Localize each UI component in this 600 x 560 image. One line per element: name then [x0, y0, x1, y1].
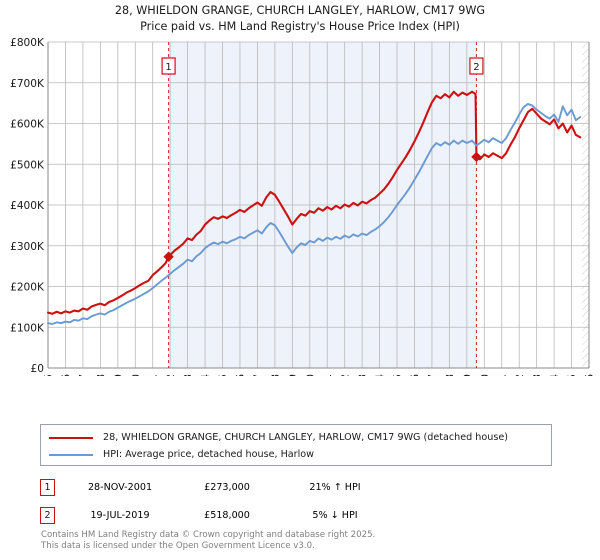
svg-text:2003: 2003 [183, 374, 195, 376]
transaction-date: 19-JUL-2019 [90, 509, 150, 521]
y-axis-tick-labels: £0 £100K £200K £300K £400K £500K £600K £700K £80… [10, 37, 45, 375]
svg-text:1999: 1999 [113, 374, 125, 376]
svg-text:2004: 2004 [200, 374, 212, 376]
svg-text:£800K: £800K [10, 37, 45, 49]
page-title: 28, WHIELDON GRANGE, CHURCH LANGLEY, HAR… [0, 3, 600, 35]
status-badge: 1 [40, 478, 55, 496]
title-line-secondary: Price paid vs. HM Land Registry's House … [140, 20, 460, 33]
svg-text:2025: 2025 [567, 374, 579, 376]
svg-text:2001: 2001 [148, 374, 160, 376]
line-swatch-icon [49, 436, 93, 439]
svg-text:£100K: £100K [10, 322, 45, 334]
line-swatch-icon [49, 453, 93, 456]
svg-text:2012: 2012 [340, 374, 352, 376]
svg-text:2008: 2008 [270, 374, 282, 376]
svg-text:2026: 2026 [584, 374, 596, 376]
transaction-hpi-delta: 21% ↑ HPI [309, 481, 361, 493]
svg-text:2017: 2017 [427, 374, 439, 376]
svg-text:1996: 1996 [60, 374, 72, 376]
svg-text:2019: 2019 [462, 374, 474, 376]
svg-text:1: 1 [165, 62, 171, 73]
legend-item-property: 28, WHIELDON GRANGE, CHURCH LANGLEY, HAR… [41, 429, 551, 446]
svg-text:£0: £0 [31, 363, 45, 375]
svg-text:2022: 2022 [514, 374, 526, 376]
svg-text:2011: 2011 [322, 374, 334, 376]
svg-text:2013: 2013 [357, 374, 369, 376]
chart-series-lines [46, 90, 582, 325]
footer-line-2: This data is licensed under the Open Gov… [41, 540, 315, 551]
svg-text:2024: 2024 [549, 374, 561, 376]
price-history-line-chart: £0 £100K £200K £300K £400K £500K £600K £700K £80… [10, 37, 596, 376]
sale-point-markers [163, 151, 482, 262]
transaction-date: 28-NOV-2001 [87, 481, 153, 493]
svg-text:2015: 2015 [392, 374, 404, 376]
svg-text:2016: 2016 [409, 374, 421, 376]
svg-text:2: 2 [473, 62, 479, 73]
svg-text:1997: 1997 [78, 374, 90, 376]
footer-line-1: Contains HM Land Registry data © Crown c… [41, 530, 376, 540]
svg-text:£700K: £700K [10, 78, 45, 90]
table-row: 1 28-NOV-2001 £273,000 21% ↑ HPI [40, 473, 560, 501]
svg-text:£500K: £500K [10, 159, 45, 171]
table-row: 2 19-JUL-2019 £518,000 5% ↓ HPI [40, 501, 560, 529]
transaction-hpi-delta: 5% ↓ HPI [312, 509, 358, 521]
copyright-footer: Contains HM Land Registry data © Crown c… [41, 530, 581, 551]
chart-legend: 28, WHIELDON GRANGE, CHURCH LANGLEY, HAR… [40, 424, 552, 466]
legend-label-property: 28, WHIELDON GRANGE, CHURCH LANGLEY, HAR… [103, 432, 508, 443]
svg-text:£400K: £400K [10, 200, 45, 212]
transaction-list: 1 28-NOV-2001 £273,000 21% ↑ HPI 2 19-JU… [40, 473, 560, 529]
x-axis-tick-labels: 1995 1996 1997 1998 1999 2000 2001 2002 2003 2004… [43, 374, 596, 376]
svg-text:2014: 2014 [375, 374, 387, 376]
chart-plot-area: £0 £100K £200K £300K £400K £500K £600K £700K £80… [0, 36, 600, 376]
transaction-price: £518,000 [204, 509, 250, 521]
svg-text:2020: 2020 [479, 374, 491, 376]
svg-text:2007: 2007 [252, 374, 264, 376]
svg-text:2005: 2005 [218, 374, 230, 376]
svg-text:2010: 2010 [305, 374, 317, 376]
svg-text:2018: 2018 [444, 374, 456, 376]
svg-text:2006: 2006 [235, 374, 247, 376]
svg-text:2000: 2000 [130, 374, 142, 376]
svg-text:1998: 1998 [95, 374, 107, 376]
chart-gridlines [47, 41, 590, 369]
transaction-price: £273,000 [204, 481, 250, 493]
svg-text:2002: 2002 [165, 374, 177, 376]
status-badge: 2 [40, 506, 55, 524]
svg-text:2009: 2009 [287, 374, 299, 376]
svg-text:1995: 1995 [43, 374, 55, 376]
svg-text:£600K: £600K [10, 119, 45, 131]
svg-text:£300K: £300K [10, 241, 45, 253]
legend-label-hpi: HPI: Average price, detached house, Harl… [103, 449, 315, 460]
legend-item-hpi: HPI: Average price, detached house, Harl… [41, 446, 551, 463]
svg-text:£200K: £200K [10, 282, 45, 294]
svg-text:2021: 2021 [497, 374, 509, 376]
title-line-primary: 28, WHIELDON GRANGE, CHURCH LANGLEY, HAR… [114, 4, 486, 17]
svg-text:2023: 2023 [532, 374, 544, 376]
